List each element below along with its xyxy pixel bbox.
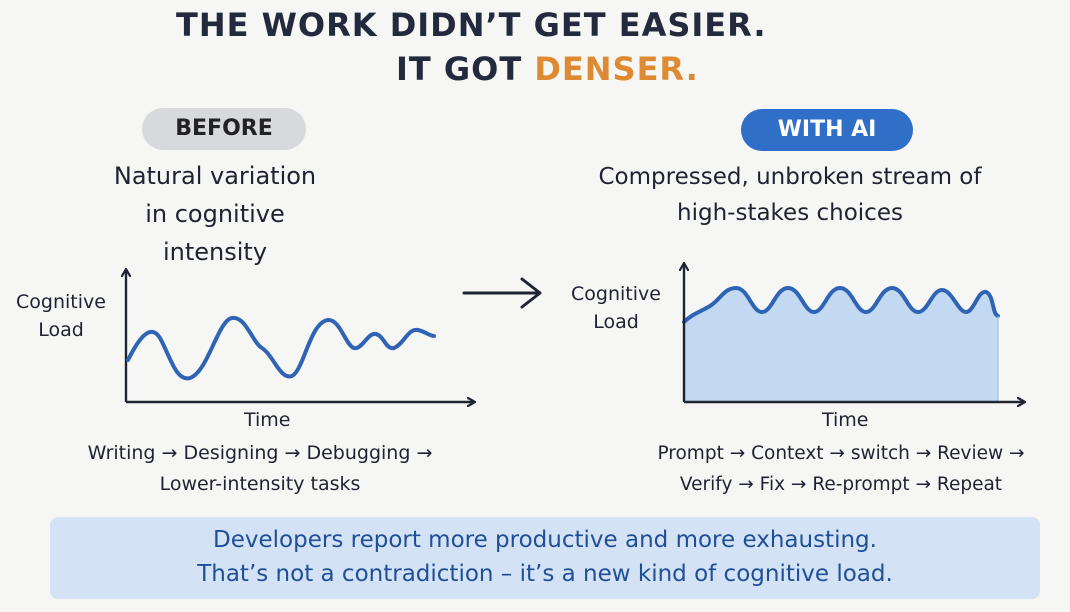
before-description-line: Natural variation xyxy=(113,162,317,190)
footer-line-2: That’s not a contradiction – it’s a new … xyxy=(197,561,893,587)
with-ai-x-axis-label: Time xyxy=(822,409,869,431)
footer-line-1: Developers report more productive and mo… xyxy=(213,527,877,553)
before-load-curve xyxy=(126,316,436,381)
before-flow-line: Lower-intensity tasks xyxy=(159,473,361,495)
before-x-axis-label: Time xyxy=(244,409,291,431)
headline-line-1: THE WORK DIDN’T GET EASIER. xyxy=(176,6,767,44)
with-ai-flow-line: Verify → Fix → Re-prompt → Repeat xyxy=(679,474,1003,495)
before-y-label-line: Cognitive xyxy=(16,291,106,313)
headline-accent-word: DENSER. xyxy=(534,50,699,88)
with-ai-description: Compressed, unbroken stream of high-stak… xyxy=(560,159,1020,231)
before-flow-line: Writing → Designing → Debugging → xyxy=(87,442,433,464)
before-task-flow: Writing → Designing → Debugging → Lower-… xyxy=(40,438,480,500)
with-ai-description-line: high-stakes choices xyxy=(677,200,903,226)
before-pill: BEFORE xyxy=(142,108,306,150)
before-description-line: intensity xyxy=(162,238,268,266)
before-y-label-line: Load xyxy=(38,319,84,341)
before-axes xyxy=(126,270,474,402)
footer-callout xyxy=(50,517,1040,599)
with-ai-description-line: Compressed, unbroken stream of xyxy=(598,164,982,190)
with-ai-load-area xyxy=(684,288,998,402)
before-description: Natural variation in cognitive intensity xyxy=(70,157,360,271)
headline-line-2: IT GOT DENSER. xyxy=(396,50,699,88)
with-ai-y-axis-label: Cognitive Load xyxy=(560,280,672,336)
with-ai-y-label-line: Load xyxy=(593,311,639,333)
with-ai-load-curve xyxy=(682,286,1000,324)
with-ai-pill: WITH AI xyxy=(741,109,913,151)
with-ai-flow-line: Prompt → Context → switch → Review → xyxy=(657,443,1025,464)
before-description-line: in cognitive xyxy=(145,200,285,228)
with-ai-y-label-line: Cognitive xyxy=(571,283,661,305)
before-y-axis-label: Cognitive Load xyxy=(14,288,108,344)
with-ai-task-flow: Prompt → Context → switch → Review → Ver… xyxy=(612,438,1070,500)
with-ai-axes xyxy=(684,264,1024,402)
headline-prefix: IT GOT xyxy=(396,50,535,88)
transition-arrow-icon xyxy=(462,277,542,309)
